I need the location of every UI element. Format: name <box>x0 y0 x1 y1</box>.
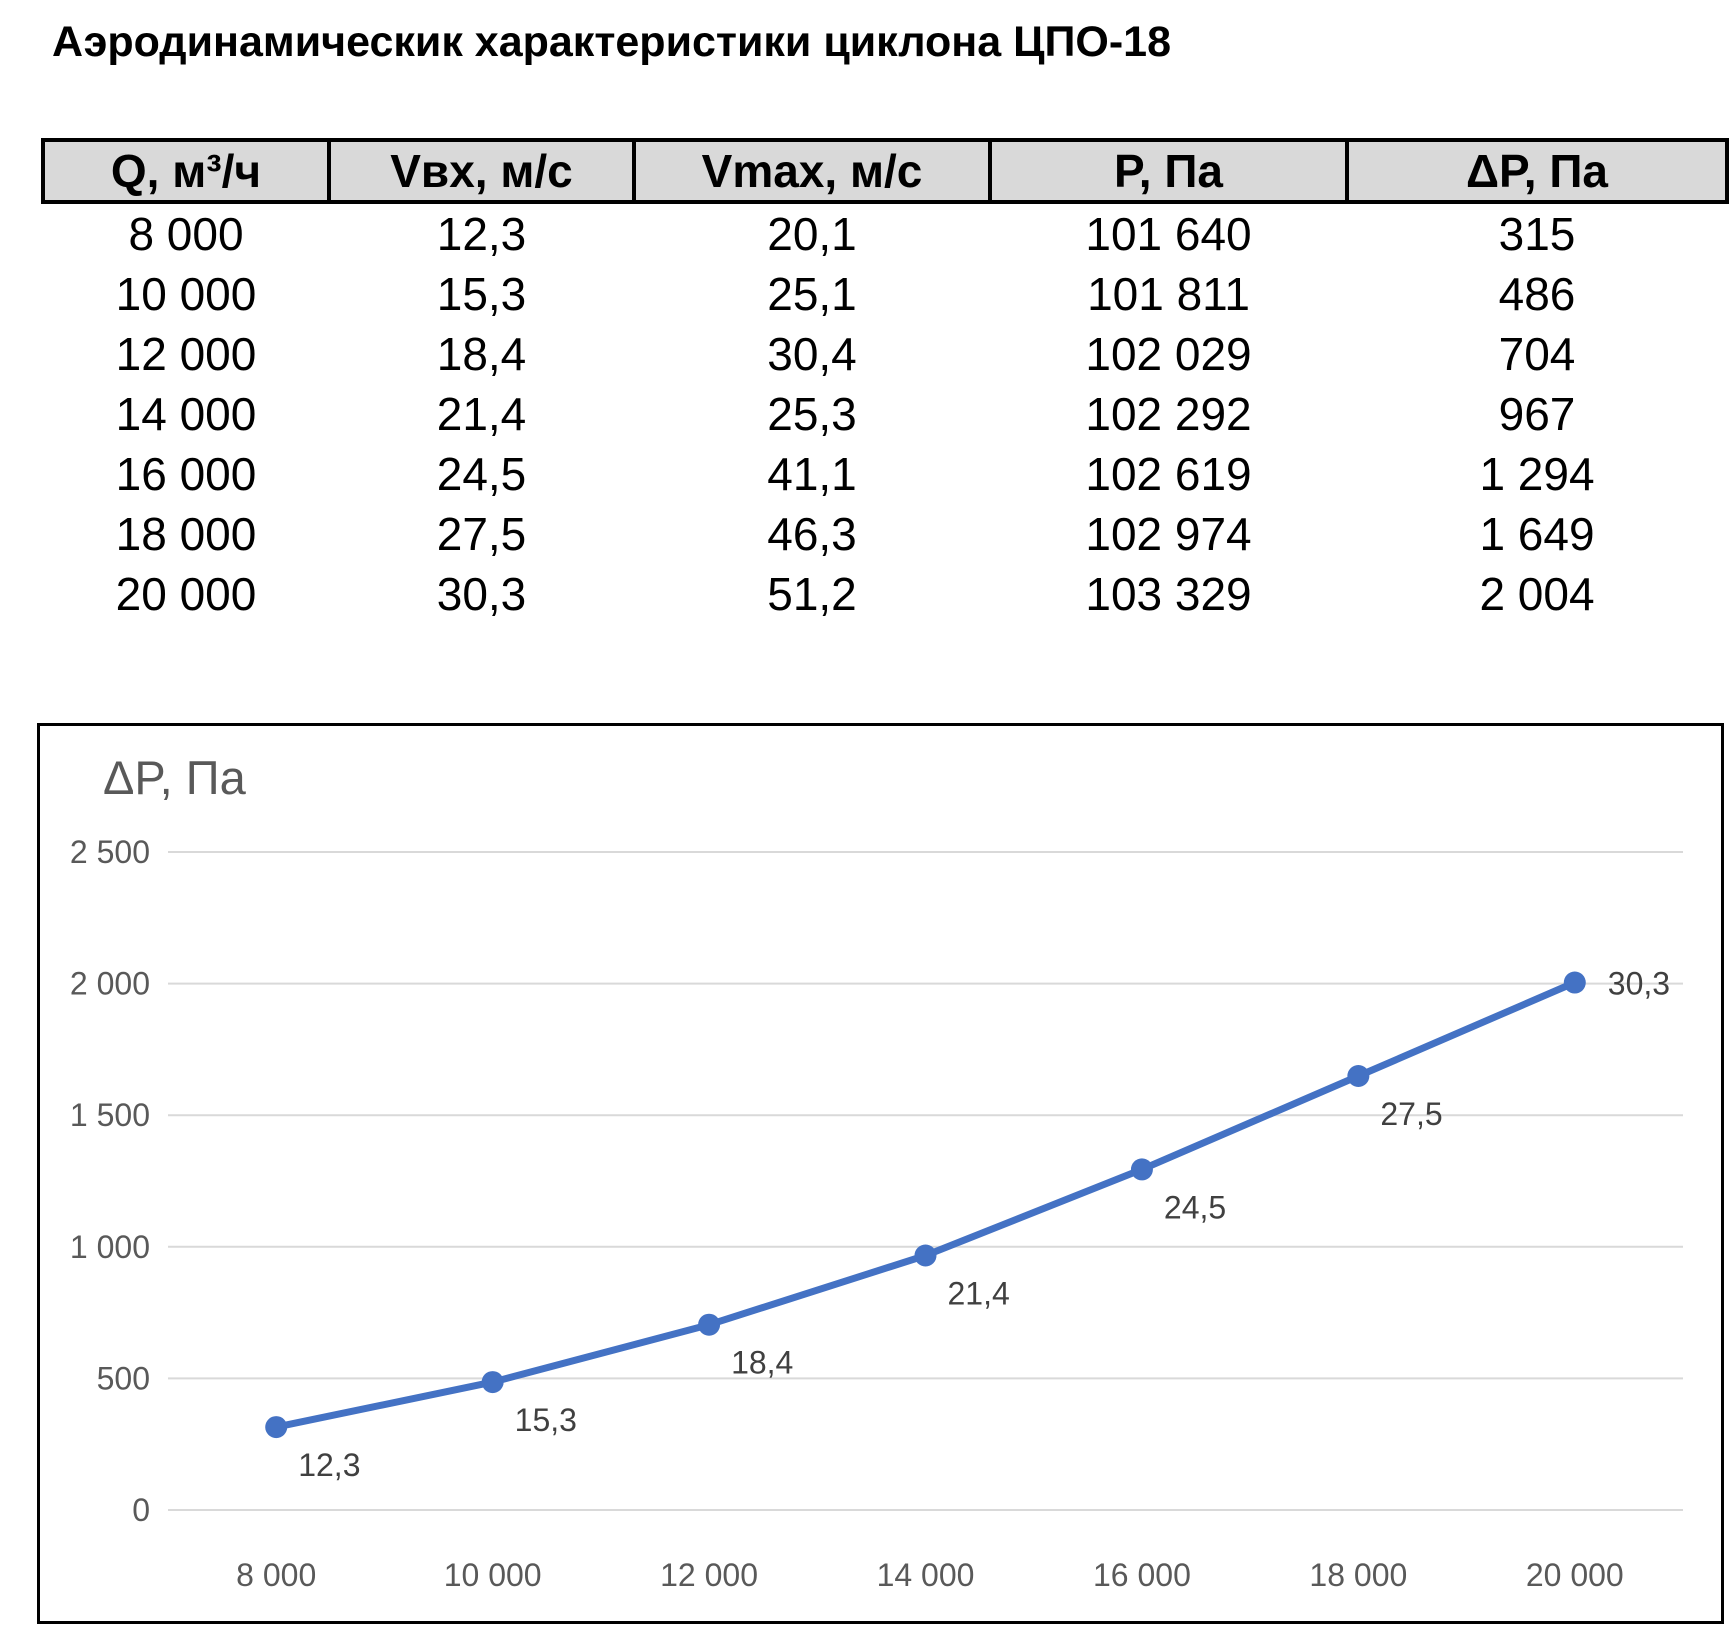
cell-flow-rate: 18 000 <box>115 508 257 560</box>
cell-pressure-drop: 704 <box>1498 328 1576 380</box>
y-tick-label: 0 <box>132 1492 150 1528</box>
data-point <box>481 1371 504 1394</box>
x-tick-label: 10 000 <box>444 1557 542 1593</box>
table-row: 10 000 15,3 25,1 101 811 486 <box>43 264 1727 324</box>
cell-pressure-drop: 315 <box>1498 208 1576 260</box>
y-tick-label: 1 500 <box>70 1097 150 1133</box>
cell-max-velocity: 25,1 <box>767 268 857 320</box>
cell-inlet-velocity: 18,4 <box>436 328 527 380</box>
data-point <box>1347 1064 1370 1087</box>
x-tick-label: 14 000 <box>877 1557 975 1593</box>
data-label: 27,5 <box>1380 1096 1442 1132</box>
cell-flow-rate: 14 000 <box>115 388 257 440</box>
cell-flow-rate: 10 000 <box>115 268 257 320</box>
chart-svg: ΔP, Па 0 500 1 000 1 500 2 000 2 500 8 000 10 … <box>70 751 1683 1593</box>
data-point <box>265 1416 288 1439</box>
data-point <box>1563 971 1586 994</box>
data-label: 24,5 <box>1164 1189 1226 1225</box>
data-point <box>698 1313 721 1336</box>
chart-frame: ΔP, Па 0 500 1 000 1 500 2 000 2 500 8 000 10 … <box>37 723 1724 1624</box>
cell-flow-rate: 16 000 <box>115 448 257 500</box>
data-point <box>914 1244 937 1267</box>
table-row: 8 000 12,3 20,1 101 640 315 <box>43 202 1727 264</box>
cell-flow-rate: 20 000 <box>115 568 257 620</box>
cell-pressure: 102 619 <box>1085 448 1252 500</box>
y-tick-label: 1 000 <box>70 1229 150 1265</box>
x-tick-label: 18 000 <box>1309 1557 1407 1593</box>
y-axis-title: ΔP, Па <box>103 751 247 804</box>
cell-pressure-drop: 1 649 <box>1479 508 1595 560</box>
y-tick-label: 500 <box>97 1360 150 1396</box>
header-inlet-velocity: Vвх, м/с <box>327 138 636 204</box>
y-tick-label: 2 000 <box>70 966 150 1002</box>
y-tick-label: 2 500 <box>70 834 150 870</box>
cell-pressure-drop: 1 294 <box>1479 448 1595 500</box>
cell-max-velocity: 46,3 <box>767 508 857 560</box>
series-line <box>272 979 1579 1431</box>
table-row: 16 000 24,5 41,1 102 619 1 294 <box>43 444 1727 504</box>
table-row: 12 000 18,4 30,4 102 029 704 <box>43 324 1727 384</box>
cell-max-velocity: 25,3 <box>767 388 857 440</box>
cell-pressure-drop: 967 <box>1498 388 1576 440</box>
cell-pressure: 102 292 <box>1085 388 1252 440</box>
cell-pressure: 101 640 <box>1085 208 1252 260</box>
data-table: Q, м³/ч Vвх, м/с Vmax, м/с P, Па ΔP, Па … <box>41 138 1729 624</box>
header-pressure: P, Па <box>988 138 1349 204</box>
cell-inlet-velocity: 24,5 <box>436 448 527 500</box>
cell-max-velocity: 51,2 <box>767 568 857 620</box>
table-header-row: Q, м³/ч Vвх, м/с Vmax, м/с P, Па ΔP, Па <box>41 138 1729 204</box>
page-title: Аэродинамическик характеристики циклона … <box>52 18 1171 66</box>
header-max-velocity: Vmax, м/с <box>632 138 992 204</box>
cell-max-velocity: 41,1 <box>767 448 857 500</box>
cell-pressure: 101 811 <box>1087 268 1250 320</box>
data-label: 21,4 <box>948 1275 1010 1311</box>
cell-inlet-velocity: 27,5 <box>436 508 527 560</box>
cell-inlet-velocity: 15,3 <box>436 268 527 320</box>
data-label: 30,3 <box>1608 966 1670 1002</box>
cell-pressure-drop: 2 004 <box>1479 568 1595 620</box>
cell-pressure-drop: 486 <box>1498 268 1576 320</box>
table-row: 14 000 21,4 25,3 102 292 967 <box>43 384 1727 444</box>
cell-max-velocity: 30,4 <box>767 328 857 380</box>
cell-flow-rate: 12 000 <box>115 328 257 380</box>
cell-pressure: 102 974 <box>1085 508 1252 560</box>
table-row: 18 000 27,5 46,3 102 974 1 649 <box>43 504 1727 564</box>
data-label: 15,3 <box>515 1402 577 1438</box>
cell-inlet-velocity: 30,3 <box>436 568 527 620</box>
data-label: 18,4 <box>731 1345 793 1381</box>
header-pressure-drop: ΔP, Па <box>1345 138 1729 204</box>
cell-pressure: 103 329 <box>1085 568 1252 620</box>
data-point <box>1130 1158 1153 1181</box>
x-tick-label: 12 000 <box>660 1557 758 1593</box>
cell-flow-rate: 8 000 <box>128 208 244 260</box>
x-tick-label: 16 000 <box>1093 1557 1191 1593</box>
cell-inlet-velocity: 21,4 <box>436 388 527 440</box>
data-label: 12,3 <box>298 1447 360 1483</box>
header-flow-rate: Q, м³/ч <box>41 138 331 204</box>
x-tick-label: 8 000 <box>236 1557 316 1593</box>
cell-inlet-velocity: 12,3 <box>436 208 527 260</box>
cell-pressure: 102 029 <box>1085 328 1252 380</box>
cell-max-velocity: 20,1 <box>767 208 857 260</box>
table-row: 20 000 30,3 51,2 103 329 2 004 <box>43 564 1727 624</box>
x-tick-label: 20 000 <box>1526 1557 1624 1593</box>
